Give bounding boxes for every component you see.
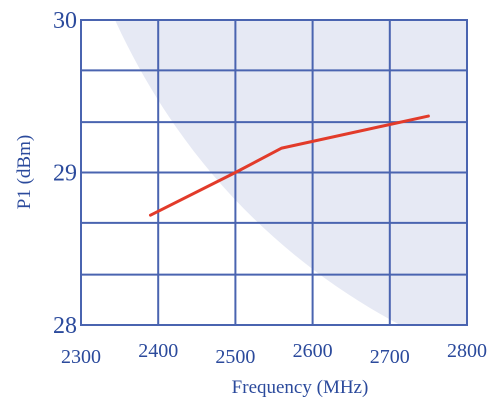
x-tick-label: 2300 — [61, 346, 101, 368]
x-tick-labels: 2300 2400 2500 2600 2700 2800 — [61, 340, 487, 368]
x-tick-label: 2500 — [215, 346, 255, 368]
x-tick-label: 2600 — [293, 340, 333, 362]
y-tick-label: 30 — [53, 8, 77, 34]
y-axis-title: P1 (dBm) — [14, 135, 35, 209]
x-axis-title: Frequency (MHz) — [232, 377, 369, 398]
y-tick-labels: 28 29 30 — [53, 8, 77, 339]
y-tick-label: 28 — [53, 313, 77, 339]
x-tick-label: 2700 — [370, 346, 410, 368]
y-tick-label: 29 — [53, 161, 77, 187]
series-layer — [148, 114, 430, 217]
plot-highlight-swoosh — [81, 20, 400, 325]
series-line — [148, 114, 430, 217]
plot-frame — [80, 19, 468, 326]
x-tick-label: 2800 — [447, 340, 487, 362]
x-tick-label: 2400 — [138, 340, 178, 362]
plot-area — [80, 19, 468, 326]
